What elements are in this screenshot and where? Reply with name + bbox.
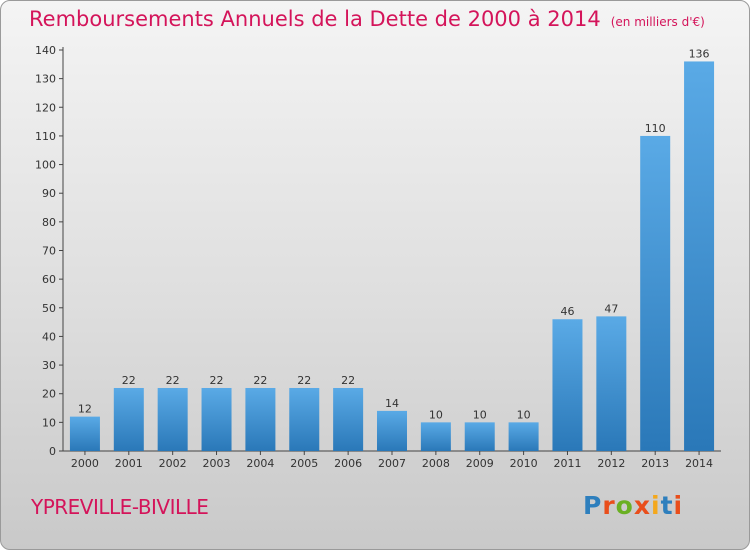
bar-value-label: 46 [560, 305, 574, 318]
x-tick-label: 2000 [71, 457, 99, 470]
bar [464, 422, 495, 451]
bar-value-label: 47 [604, 302, 618, 315]
commune-name: YPREVILLE-BIVILLE [31, 495, 209, 519]
bar-value-label: 12 [78, 403, 92, 416]
x-tick-label: 2001 [115, 457, 143, 470]
logo-letter: t [660, 491, 674, 520]
bar-value-label: 10 [517, 408, 531, 421]
y-axis: 0 10 20 30 40 50 60 70 80 90 100 110 120 130 140 [35, 44, 64, 458]
x-tick-label: 2011 [553, 457, 581, 470]
logo-letter: x [633, 491, 651, 520]
bar-value-label: 22 [253, 374, 267, 387]
bar [596, 316, 627, 451]
logo-letter: o [615, 491, 634, 520]
y-tick-label: 120 [35, 101, 56, 114]
bar [640, 135, 671, 451]
bar-value-label: 110 [645, 122, 666, 135]
x-tick-label: 2003 [203, 457, 231, 470]
bar [157, 387, 188, 451]
x-tick-label: 2013 [641, 457, 669, 470]
bar [420, 422, 451, 451]
bar [245, 387, 276, 451]
logo-letter: i [651, 491, 661, 520]
bar [113, 387, 144, 451]
bar [201, 387, 232, 451]
bars: 12 22 22 22 22 22 22 14 10 10 10 46 47 110 136 [69, 47, 715, 451]
y-tick-label: 90 [42, 187, 56, 200]
chart-subtitle: (en milliers d'€) [610, 15, 705, 29]
x-tick-label: 2014 [685, 457, 713, 470]
bar [69, 416, 100, 451]
y-tick-label: 80 [42, 216, 56, 229]
x-tick-label: 2008 [422, 457, 450, 470]
y-tick-label: 20 [42, 388, 56, 401]
logo-letter: r [602, 491, 616, 520]
x-tick-label: 2006 [334, 457, 362, 470]
y-tick-label: 40 [42, 330, 56, 343]
bar-value-label: 22 [166, 374, 180, 387]
x-tick-label: 2004 [246, 457, 274, 470]
bar-value-label: 22 [341, 374, 355, 387]
bar-value-label: 10 [473, 408, 487, 421]
bar-value-label: 22 [122, 374, 136, 387]
chart-title-main: Remboursements Annuels de la Dette de 20… [29, 7, 601, 31]
bar-value-label: 10 [429, 408, 443, 421]
bar [508, 422, 539, 451]
x-tick-label: 2010 [510, 457, 538, 470]
bar [684, 61, 715, 451]
bar-value-label: 14 [385, 397, 399, 410]
y-tick-label: 60 [42, 273, 56, 286]
x-tick-label: 2012 [597, 457, 625, 470]
bar [552, 319, 583, 451]
bar [333, 387, 364, 451]
bar-value-label: 22 [297, 374, 311, 387]
logo-letter: P [583, 491, 603, 520]
y-tick-label: 130 [35, 73, 56, 86]
y-tick-label: 50 [42, 302, 56, 315]
x-tick-label: 2009 [466, 457, 494, 470]
proxiti-logo: Proxiti [583, 491, 683, 520]
bar-value-label: 22 [210, 374, 224, 387]
bar-value-label: 136 [689, 47, 710, 60]
y-tick-label: 70 [42, 245, 56, 258]
chart-title: Remboursements Annuels de la Dette de 20… [29, 7, 705, 31]
y-tick-label: 100 [35, 159, 56, 172]
y-tick-label: 140 [35, 44, 56, 57]
y-tick-label: 110 [35, 130, 56, 143]
bar [377, 410, 407, 451]
x-tick-label: 2007 [378, 457, 406, 470]
x-tick-label: 2002 [159, 457, 187, 470]
y-tick-label: 30 [42, 359, 56, 372]
bar [289, 387, 320, 451]
x-tick-label: 2005 [290, 457, 318, 470]
x-axis: 2000 2001 2002 2003 2004 2005 2006 2007 2008 2009… [63, 450, 721, 470]
y-tick-label: 10 [42, 416, 56, 429]
logo-letter: i [673, 491, 684, 520]
y-tick-label: 0 [49, 445, 56, 458]
